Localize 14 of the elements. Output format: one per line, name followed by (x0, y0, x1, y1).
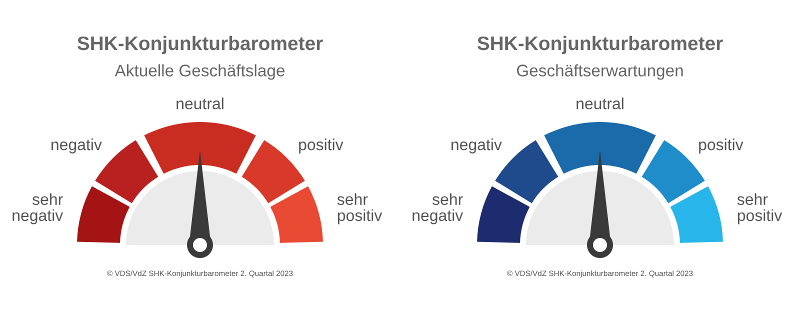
slice-label: sehr positiv (337, 193, 382, 224)
slice-label: neutral (176, 98, 224, 110)
chart-subtitle: Aktuelle Geschäftslage (114, 64, 284, 80)
chart-title: SHK-Konjunkturbarometer (477, 36, 723, 54)
slice-label: neutral (576, 98, 624, 110)
chart-title: SHK-Konjunkturbarometer (77, 36, 323, 54)
slice-label: sehr negativ (412, 193, 464, 224)
chart-subtitle: Geschäftserwartungen (517, 64, 683, 80)
slice-label: negativ (52, 138, 102, 154)
slice-label: sehr negativ (12, 193, 64, 224)
slice-label: sehr positiv (737, 193, 782, 224)
slice-label: positiv (299, 138, 344, 154)
slice-label: positiv (699, 138, 744, 154)
slice-label: negativ (452, 138, 502, 154)
